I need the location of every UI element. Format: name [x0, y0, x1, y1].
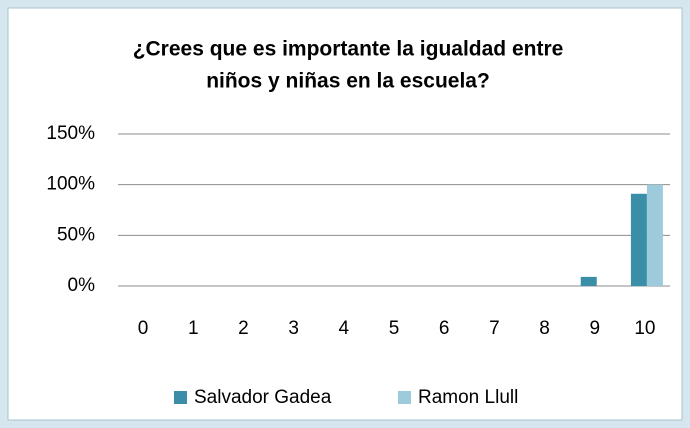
x-tick-label: 5 [389, 318, 400, 339]
x-tick-label: 4 [339, 318, 350, 339]
x-tick-label: 1 [188, 318, 199, 339]
chart-title: niños y niñas en la escuela? [206, 70, 490, 93]
y-tick-label: 50% [57, 224, 95, 245]
x-tick-label: 9 [589, 318, 600, 339]
y-tick-label: 150% [46, 123, 95, 144]
x-tick-label: 8 [539, 318, 550, 339]
chart-area [7, 7, 683, 421]
x-tick-label: 2 [238, 318, 249, 339]
bar [630, 193, 647, 286]
x-tick-label: 0 [138, 318, 149, 339]
legend-swatch [174, 391, 187, 404]
bar [646, 184, 663, 286]
x-tick-label: 6 [439, 318, 450, 339]
bar [580, 276, 597, 286]
legend-swatch [398, 391, 411, 404]
x-tick-label: 3 [288, 318, 299, 339]
y-tick-label: 0% [68, 275, 96, 296]
y-tick-label: 100% [46, 174, 95, 195]
chart-title: ¿Crees que es importante la igualdad ent… [133, 38, 564, 61]
legend-label: Salvador Gadea [194, 387, 332, 408]
legend-label: Ramon Llull [418, 387, 518, 408]
x-tick-label: 10 [634, 318, 655, 339]
x-tick-label: 7 [489, 318, 500, 339]
